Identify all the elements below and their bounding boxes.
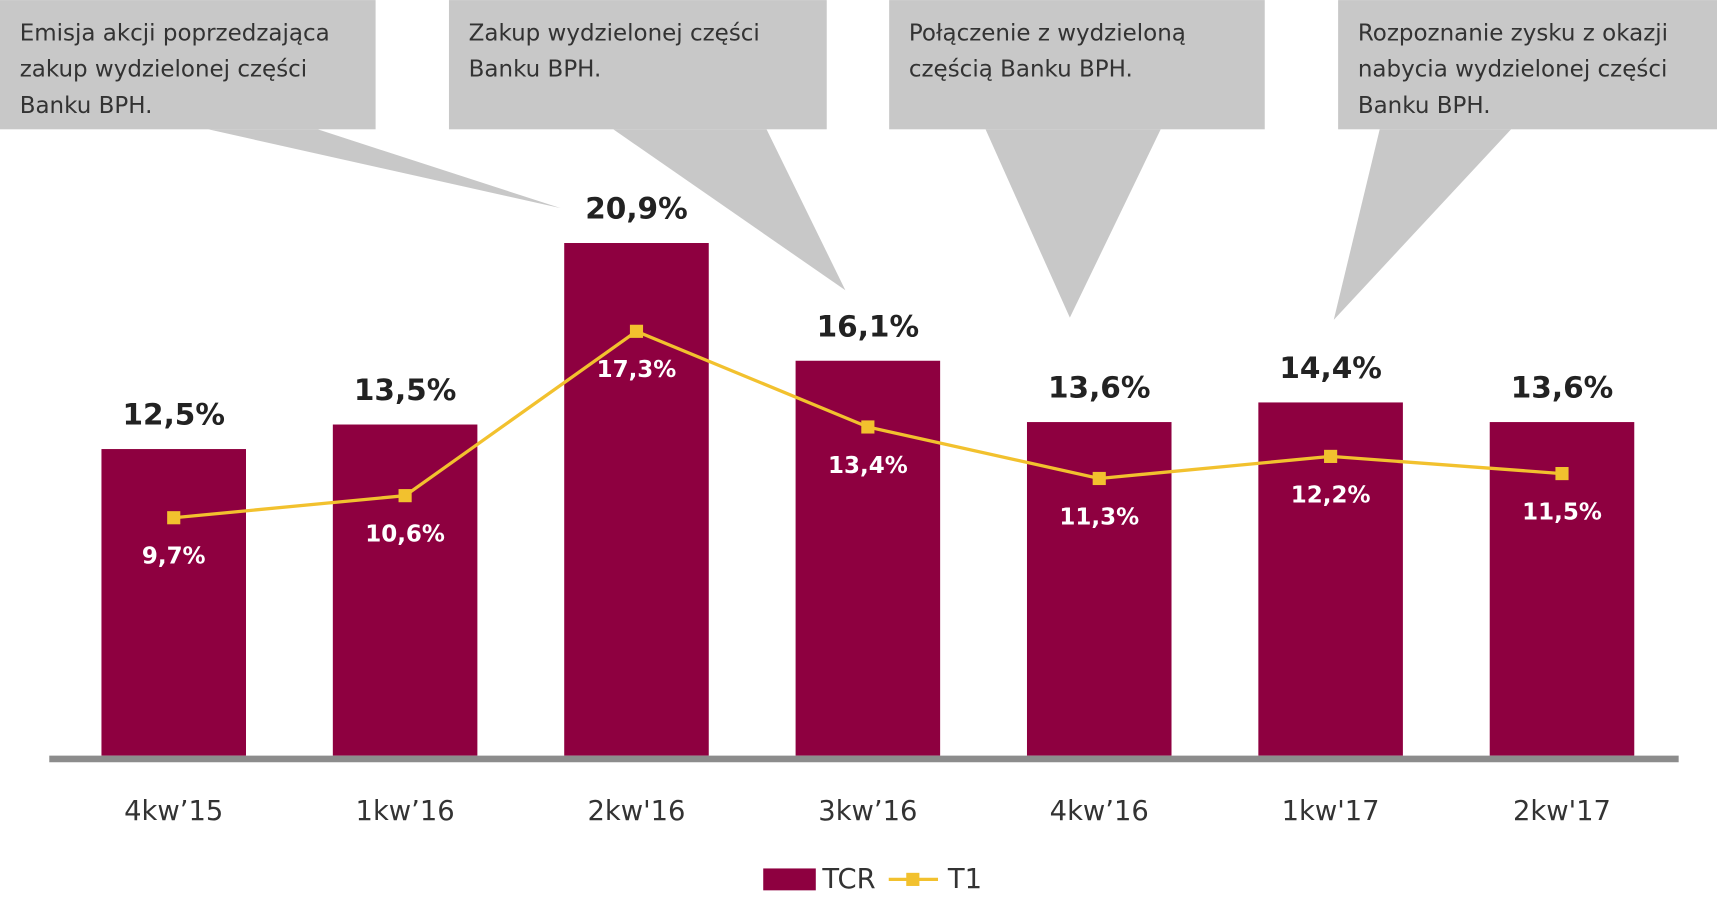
bar-value-label: 20,9% [585,192,688,226]
callout-box [448,0,827,130]
bar-value-label: 16,1% [817,309,920,343]
marker [1092,471,1106,486]
x-tick-label: 3kw’16 [818,796,917,827]
x-tick-label: 1kw'17 [1282,796,1380,827]
marker [629,324,644,338]
callouts [0,0,1717,320]
bar-value-label: 14,4% [1279,351,1382,385]
point-value-label: 13,4% [828,453,908,479]
annotation: Rozpoznanie zysku z okazji [1358,21,1668,47]
bar [332,424,478,756]
bar-value-label: 13,6% [1511,371,1614,405]
annotation: częścią Banku BPH. [909,57,1133,83]
point-value-label: 17,3% [597,357,677,383]
x-tick-label: 1kw’16 [356,796,455,827]
x-tick-label: 2kw'17 [1513,796,1611,827]
callout-pointer [613,129,846,291]
point-value-label: 9,7% [142,544,206,570]
marker [1555,467,1569,481]
marker [167,511,181,525]
annotation: zakup wydzielonej części [20,57,307,83]
annotation: Połączenie z wydzieloną [909,21,1186,47]
annotation: Emisja akcji poprzedzająca [20,21,330,47]
point-value-label: 11,5% [1522,499,1602,525]
legend-swatch [906,872,920,886]
callout-pointer [1333,129,1512,320]
callout-pointer [985,129,1161,318]
annotation: nabycia wydzielonej części [1358,57,1668,83]
point-value-label: 12,2% [1291,482,1371,508]
annotation: Banku BPH. [469,57,602,83]
point-value-label: 11,3% [1059,504,1139,530]
legend-label: T1 [947,864,982,895]
x-tick-label: 2kw'16 [587,796,685,827]
marker [398,489,412,503]
bar-value-label: 12,5% [122,398,225,432]
marker [861,420,875,434]
callout-box [0,0,376,130]
bar-value-label: 13,6% [1048,371,1151,405]
x-tick-label: 4kw’15 [124,796,223,827]
annotation: Banku BPH. [1358,93,1491,119]
bar [564,243,709,756]
annotation: Zakup wydzielonej części [469,21,760,47]
legend-label: TCR [821,864,875,895]
bar [795,360,941,756]
callout-box [889,0,1265,130]
x-tick-label: 4kw’16 [1050,796,1149,827]
marker [1324,449,1338,463]
legend-swatch [763,868,816,891]
annotation: Banku BPH. [20,93,153,119]
callout-pointer [208,129,561,209]
callout-box [1338,0,1717,130]
point-value-label: 10,6% [365,522,445,548]
bar-value-label: 13,5% [354,373,457,407]
bar [101,449,246,756]
